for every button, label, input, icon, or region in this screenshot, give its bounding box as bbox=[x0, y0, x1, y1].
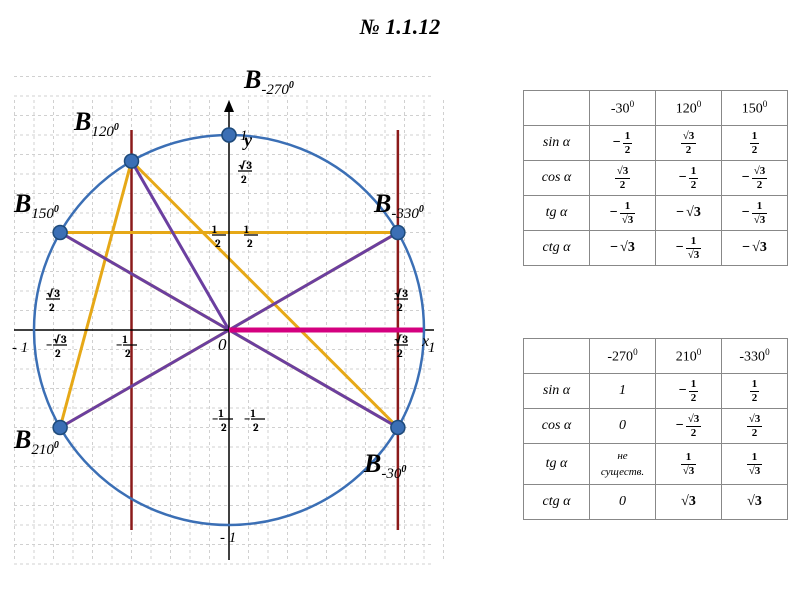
col-header: -2700 bbox=[590, 339, 656, 374]
trig-cell: √32 bbox=[656, 126, 722, 161]
trig-cell: −1√3 bbox=[722, 196, 788, 231]
trig-cell: −√32 bbox=[722, 161, 788, 196]
col-header bbox=[524, 339, 590, 374]
svg-text:2: 2 bbox=[397, 347, 403, 360]
unit-circle-diagram: xy01- 11- 1B-300B1200B1500B2100B-2700B-3… bbox=[4, 60, 444, 580]
col-header: -300 bbox=[590, 91, 656, 126]
svg-text:2: 2 bbox=[247, 237, 253, 250]
svg-text:2: 2 bbox=[221, 421, 227, 434]
svg-text:1: 1 bbox=[244, 223, 249, 236]
col-header bbox=[524, 91, 590, 126]
svg-text:- 1: - 1 bbox=[12, 340, 28, 356]
trig-cell: −√3 bbox=[590, 231, 656, 266]
trig-cell: √3 bbox=[722, 485, 788, 520]
col-header: 2100 bbox=[656, 339, 722, 374]
svg-text:B1200: B1200 bbox=[73, 107, 119, 140]
trig-cell: √32 bbox=[590, 161, 656, 196]
svg-text:0: 0 bbox=[218, 335, 227, 354]
trig-cell: 1√3 bbox=[656, 444, 722, 485]
trig-cell: −1√3 bbox=[656, 231, 722, 266]
col-header: 1500 bbox=[722, 91, 788, 126]
row-label: tg α bbox=[524, 444, 590, 485]
row-label: ctg α bbox=[524, 231, 590, 266]
trig-cell: −12 bbox=[656, 161, 722, 196]
trig-cell: 1 bbox=[590, 374, 656, 409]
trig-cell: −1√3 bbox=[590, 196, 656, 231]
trig-table-1: -30012001500sin α−12√3212cos α√32−12−√32… bbox=[523, 90, 788, 266]
row-label: sin α bbox=[524, 374, 590, 409]
col-header: 1200 bbox=[656, 91, 722, 126]
svg-text:√3: √3 bbox=[394, 287, 408, 300]
trig-cell: −√3 bbox=[656, 196, 722, 231]
trig-cell: 12 bbox=[722, 126, 788, 161]
trig-cell: 1√3 bbox=[722, 444, 788, 485]
svg-text:2: 2 bbox=[55, 347, 61, 360]
svg-text:2: 2 bbox=[215, 237, 221, 250]
svg-text:1: 1 bbox=[212, 223, 217, 236]
trig-cell: несуществ. bbox=[590, 444, 656, 485]
trig-cell: 0 bbox=[590, 409, 656, 444]
trig-cell: √3 bbox=[656, 485, 722, 520]
svg-text:2: 2 bbox=[241, 173, 247, 186]
svg-text:2: 2 bbox=[253, 421, 259, 434]
svg-text:√3: √3 bbox=[394, 333, 408, 346]
svg-text:√3: √3 bbox=[238, 159, 252, 172]
svg-text:2: 2 bbox=[397, 301, 403, 314]
trig-cell: 12 bbox=[722, 374, 788, 409]
svg-text:B-2700: B-2700 bbox=[243, 65, 294, 98]
trig-cell: −√3 bbox=[722, 231, 788, 266]
row-label: cos α bbox=[524, 161, 590, 196]
svg-text:B-300: B-300 bbox=[363, 449, 406, 482]
svg-text:- 1: - 1 bbox=[220, 530, 236, 546]
svg-text:1: 1 bbox=[240, 128, 248, 144]
row-label: tg α bbox=[524, 196, 590, 231]
trig-cell: √32 bbox=[722, 409, 788, 444]
svg-text:B2100: B2100 bbox=[13, 425, 59, 458]
svg-text:1: 1 bbox=[428, 340, 436, 356]
trig-cell: −√32 bbox=[656, 409, 722, 444]
trig-cell: −12 bbox=[656, 374, 722, 409]
trig-table-2: -27002100-3300sin α1−1212cos α0−√32√32tg… bbox=[523, 338, 788, 520]
trig-cell: 0 bbox=[590, 485, 656, 520]
col-header: -3300 bbox=[722, 339, 788, 374]
row-label: sin α bbox=[524, 126, 590, 161]
page-title: № 1.1.12 bbox=[0, 14, 800, 40]
row-label: ctg α bbox=[524, 485, 590, 520]
svg-text:√3: √3 bbox=[46, 287, 60, 300]
svg-text:2: 2 bbox=[49, 301, 55, 314]
trig-cell: −12 bbox=[590, 126, 656, 161]
svg-text:2: 2 bbox=[125, 347, 131, 360]
row-label: cos α bbox=[524, 409, 590, 444]
